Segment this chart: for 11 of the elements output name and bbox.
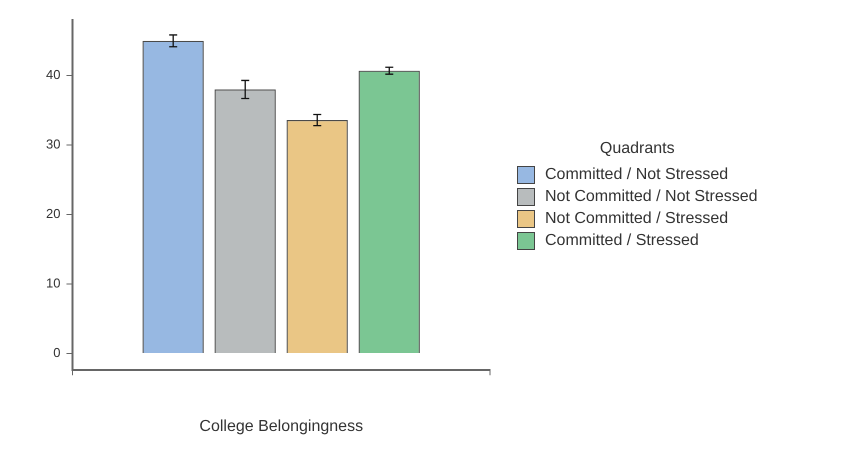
y-tick-label: 0 bbox=[53, 345, 60, 360]
x-axis-title: College Belongingness bbox=[199, 418, 364, 435]
y-tick-label: 20 bbox=[46, 206, 60, 222]
y-tick-label: 40 bbox=[46, 67, 60, 82]
y-tick-label: 30 bbox=[46, 136, 60, 152]
y-tick-label: 10 bbox=[46, 276, 60, 291]
legend-label: Committed / Not Stressed bbox=[545, 166, 728, 184]
legend-label: Committed / Stressed bbox=[545, 232, 699, 250]
legend-title: Quadrants bbox=[598, 140, 676, 158]
legend-label: Not Committed / Stressed bbox=[545, 210, 728, 228]
legend-label: Not Committed / Not Stressed bbox=[545, 188, 758, 206]
